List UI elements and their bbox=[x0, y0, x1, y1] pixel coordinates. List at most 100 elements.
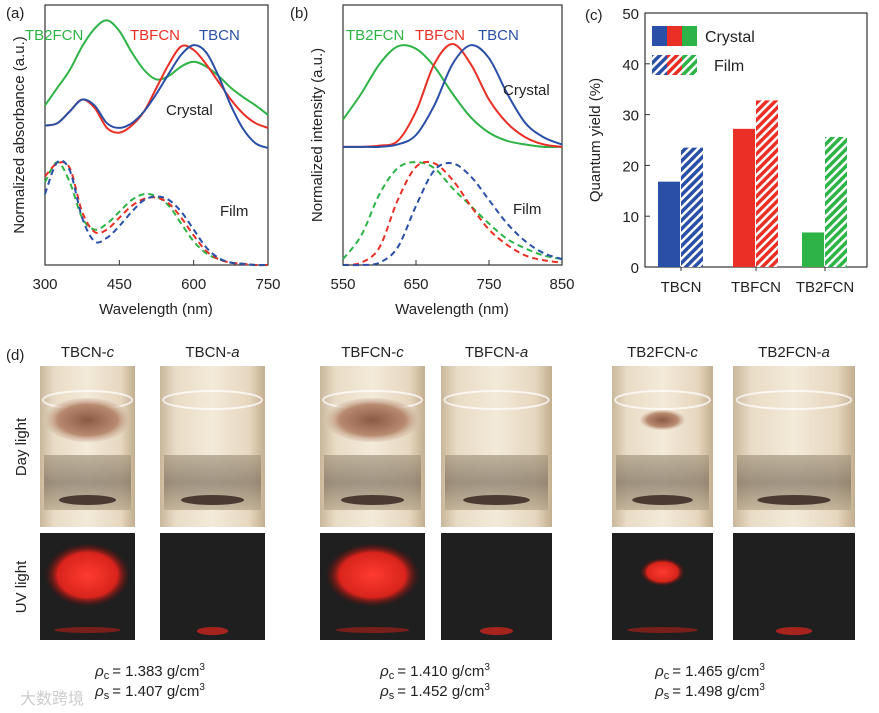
bar-tb2fcn-film bbox=[825, 136, 847, 267]
series-line-tbfcn-film bbox=[342, 160, 563, 266]
series-line-tbcn-film bbox=[342, 162, 563, 267]
uv-light-photo bbox=[40, 533, 135, 640]
panel-label-a: (a) bbox=[6, 5, 24, 22]
series-line-tbcn-film bbox=[44, 159, 269, 267]
x-tick-label: 600 bbox=[181, 276, 206, 293]
rho-symbol: ρ bbox=[379, 683, 389, 700]
legend-swatch-crystal-tbcn bbox=[652, 26, 667, 46]
x-tick-label: 750 bbox=[255, 276, 280, 293]
density-value: = 1.407 g/cm bbox=[112, 683, 199, 700]
sample-label: TBFCN-a bbox=[465, 344, 528, 361]
density-value: = 1.383 g/cm bbox=[112, 663, 199, 680]
density-value: = 1.498 g/cm bbox=[672, 683, 759, 700]
y-tick-label: 10 bbox=[622, 209, 639, 226]
legend-tbfcn: TBFCN bbox=[130, 27, 180, 44]
series-line-tbcn-crystal bbox=[44, 44, 269, 149]
x-tick-label: 850 bbox=[549, 276, 574, 293]
bar-tbfcn-film bbox=[756, 100, 778, 267]
density-crystal: ρc = 1.383 g/cm3 bbox=[94, 662, 205, 682]
sample-label: TBFCN-c bbox=[341, 344, 404, 361]
density-crystal: ρc = 1.410 g/cm3 bbox=[379, 662, 490, 682]
x-tick-label: TB2FCN bbox=[796, 279, 854, 296]
sample-state: a bbox=[520, 344, 528, 361]
rho-symbol: ρ bbox=[379, 663, 389, 680]
x-tick-label: 750 bbox=[476, 276, 501, 293]
legend-swatch-crystal-tbfcn bbox=[667, 26, 682, 46]
legend-swatch-film-tbfcn bbox=[667, 55, 682, 75]
legend-tbcn: TBCN bbox=[199, 27, 240, 44]
legend-tbcn: TBCN bbox=[478, 27, 519, 44]
superscript: 3 bbox=[199, 682, 205, 693]
legend-film: Film bbox=[714, 58, 744, 75]
sample-label: TB2FCN-a bbox=[758, 344, 830, 361]
row-label-uv-light: UV light bbox=[13, 560, 30, 613]
legend-tb2fcn: TB2FCN bbox=[25, 27, 83, 44]
density-value: = 1.452 g/cm bbox=[397, 683, 484, 700]
rho-symbol: ρ bbox=[94, 663, 104, 680]
x-tick-label: 650 bbox=[403, 276, 428, 293]
subscript: c bbox=[664, 670, 670, 682]
day-light-photo bbox=[40, 366, 135, 527]
row-label-day-light: Day light bbox=[13, 417, 30, 476]
annotation-crystal: Crystal bbox=[166, 102, 213, 119]
legend-crystal: Crystal bbox=[705, 29, 755, 46]
uv-light-photo bbox=[612, 533, 713, 640]
subscript: c bbox=[104, 670, 110, 682]
sample-state: a bbox=[231, 344, 239, 361]
legend-tb2fcn: TB2FCN bbox=[346, 27, 404, 44]
bar-tbfcn-crystal bbox=[733, 128, 755, 267]
y-tick-label: 0 bbox=[631, 260, 639, 277]
sample-name: TBFCN- bbox=[341, 344, 396, 361]
rho-symbol: ρ bbox=[654, 683, 664, 700]
sample-name: TB2FCN- bbox=[627, 344, 690, 361]
y-axis-label: Quantum yield (%) bbox=[587, 78, 604, 202]
sample-label: TB2FCN-c bbox=[627, 344, 698, 361]
series-line-tbcn-crystal bbox=[343, 44, 563, 148]
plot-frame bbox=[342, 4, 563, 266]
x-axis-label: Wavelength (nm) bbox=[395, 301, 509, 318]
day-light-photo bbox=[733, 366, 855, 527]
density-value: = 1.465 g/cm bbox=[672, 663, 759, 680]
uv-light-photo bbox=[320, 533, 425, 640]
photo-panel: (d) Day light UV light TBCN-c TBCN-a TBFCN… bbox=[6, 344, 855, 702]
day-light-photo bbox=[160, 366, 265, 527]
bar-tb2fcn-crystal bbox=[802, 232, 824, 267]
rho-symbol: ρ bbox=[94, 683, 104, 700]
density-film: ρs = 1.452 g/cm3 bbox=[379, 682, 490, 702]
annotation-crystal: Crystal bbox=[503, 82, 550, 99]
legend-tbfcn: TBFCN bbox=[415, 27, 465, 44]
day-light-photo bbox=[441, 366, 552, 527]
bar-tbcn-crystal bbox=[658, 181, 680, 267]
density-value: = 1.410 g/cm bbox=[397, 663, 484, 680]
series-line-tbfcn-crystal bbox=[342, 42, 563, 148]
panel-label-c: (c) bbox=[585, 7, 603, 24]
x-tick-label: TBCN bbox=[661, 279, 702, 296]
density-crystal: ρc = 1.465 g/cm3 bbox=[654, 662, 765, 682]
superscript: 3 bbox=[199, 662, 205, 673]
legend-swatch-crystal-tb2fcn bbox=[682, 26, 697, 46]
panel-label-d: (d) bbox=[6, 347, 24, 364]
superscript: 3 bbox=[759, 682, 765, 693]
sample-state: c bbox=[107, 344, 115, 361]
y-tick-label: 30 bbox=[622, 108, 639, 125]
x-tick-label: 300 bbox=[32, 276, 57, 293]
subscript: s bbox=[104, 690, 110, 702]
day-light-photo bbox=[320, 366, 425, 527]
y-axis-label: Normalized absorbance (a.u.) bbox=[11, 36, 28, 234]
superscript: 3 bbox=[759, 662, 765, 673]
y-tick-label: 50 bbox=[622, 6, 639, 23]
x-tick-label: 450 bbox=[107, 276, 132, 293]
bar-tbcn-film bbox=[681, 147, 703, 267]
quantum-yield-chart: (c) TBCN TBFCN TB2FCN 0 10 20 30 40 50 Crystal F… bbox=[585, 6, 868, 296]
sample-state: a bbox=[822, 344, 830, 361]
panel-label-b: (b) bbox=[290, 5, 308, 22]
series-line-tb2fcn-crystal bbox=[342, 44, 563, 148]
watermark: 大数跨境 bbox=[20, 689, 84, 708]
subscript: c bbox=[389, 670, 395, 682]
sample-name: TBFCN- bbox=[465, 344, 520, 361]
annotation-film: Film bbox=[513, 201, 541, 218]
uv-light-photo bbox=[733, 533, 855, 640]
series-line-tbfcn-crystal bbox=[44, 44, 269, 134]
y-tick-label: 20 bbox=[622, 158, 639, 175]
density-film: ρs = 1.407 g/cm3 bbox=[94, 682, 205, 702]
